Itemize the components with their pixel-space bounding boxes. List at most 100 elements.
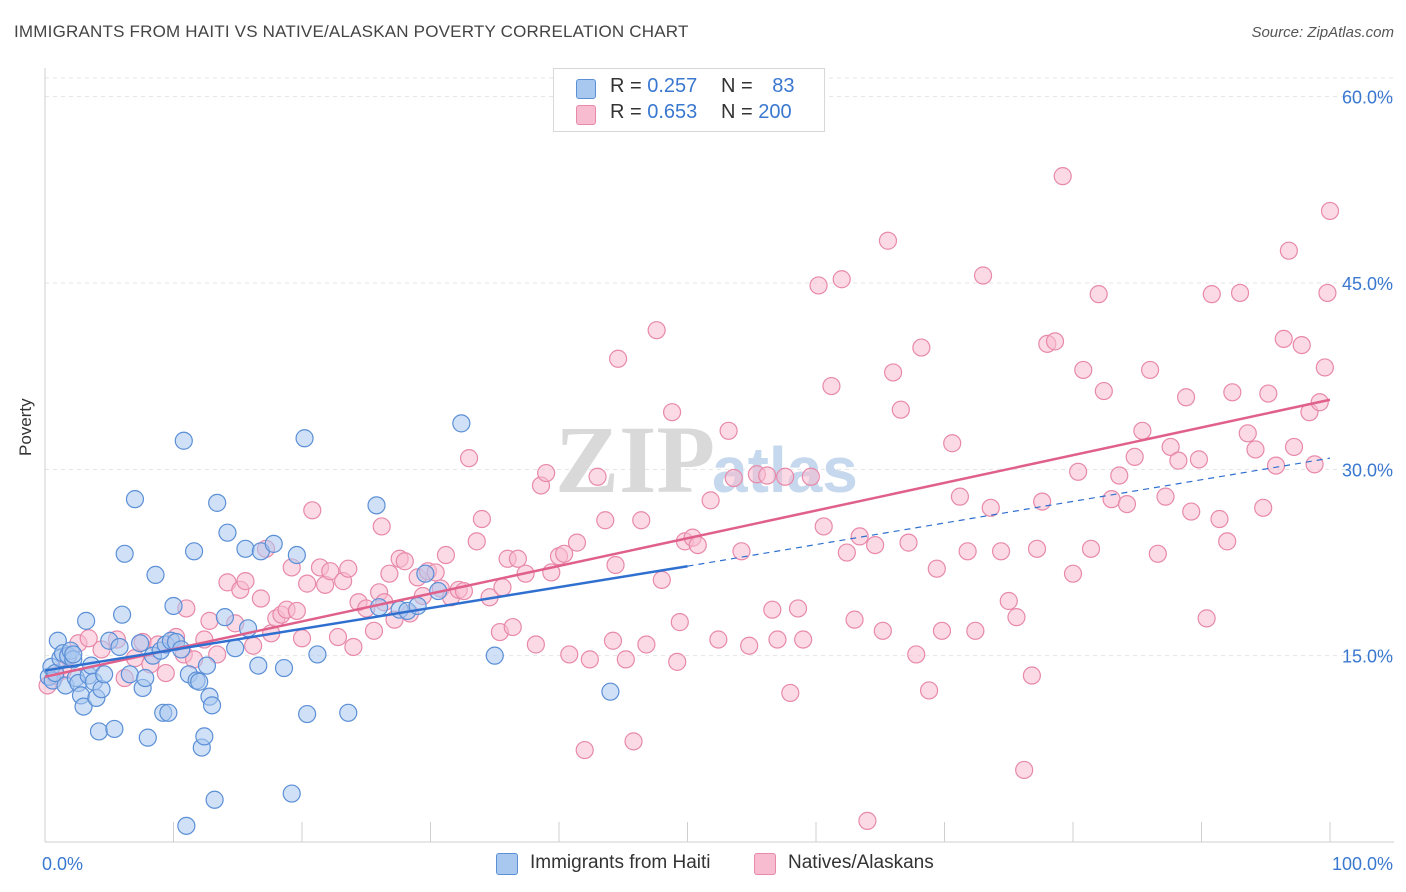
bottom-legend-swatch-natives [754,853,776,875]
natives-point [837,543,856,562]
natives-point [606,555,625,575]
natives-point [878,231,898,250]
legend-n-value-haiti: 83 [772,75,795,97]
natives-point [156,663,175,683]
haiti-point [105,719,124,739]
natives-point [1069,462,1088,481]
natives-point [899,533,918,552]
natives-point [616,650,635,669]
natives-point [1063,564,1083,583]
natives-point [588,467,607,486]
watermark-zip: ZIP [555,406,715,513]
natives-point [637,635,656,654]
haiti-point [159,703,178,722]
natives-point [1148,544,1167,563]
natives-point [1176,388,1196,407]
natives-point [1027,539,1047,558]
natives-point [321,562,340,581]
natives-point [1223,383,1242,402]
natives-point [603,631,623,650]
haiti-point [264,534,283,553]
natives-point [701,491,720,510]
haiti-point [298,704,317,724]
haiti-point [202,696,222,715]
haiti-point [190,672,209,691]
natives-point [344,637,363,657]
natives-point [1094,381,1113,401]
natives-point [999,591,1018,611]
haiti-point [92,680,111,699]
x-tick-label-min: 0.0% [42,854,83,874]
haiti-point [218,523,237,542]
natives-point [339,559,358,578]
natives-point [668,652,687,671]
natives-point [1053,167,1072,186]
x-tick-labels: 0.0% 100.0% [42,854,1393,874]
natives-point [781,683,800,703]
natives-point [688,535,707,555]
natives-point [1230,283,1250,303]
natives-point [436,545,456,565]
natives-point [981,498,1000,517]
haiti-point [205,790,224,809]
natives-point [794,630,813,649]
legend-r-value-haiti: 0.257 [647,75,698,97]
y-axis-label: Poverty [16,398,35,456]
natives-point [1102,490,1121,509]
natives-point [966,621,985,640]
legend-n-label: N = [721,101,753,123]
natives-point [372,517,391,536]
natives-point [1015,760,1034,780]
y-tick-label: 45.0% [1342,274,1393,294]
natives-point [845,610,864,629]
natives-point [459,449,479,468]
haiti-point [125,490,145,509]
natives-point [1045,332,1065,351]
haiti-point [215,608,234,627]
natives-point [801,467,820,486]
natives-point [1254,498,1273,517]
axes [44,68,1394,843]
haiti-point [197,656,217,675]
natives-point [1189,450,1209,469]
bottom-legend-label-natives: Natives/Alaskans [788,852,934,873]
natives-point [467,532,486,551]
legend-swatch-haiti [576,79,596,99]
legend-r-label: R = [610,75,642,97]
natives-point [395,552,414,571]
natives-point [1140,360,1160,380]
natives-point [596,511,615,530]
natives-point [932,621,952,640]
natives-point [624,732,643,751]
natives-point [1315,358,1334,377]
haiti-point [146,565,165,585]
y-tick-label: 15.0% [1342,647,1393,667]
natives-point [973,266,993,285]
natives-point [555,544,574,563]
natives-point [652,570,671,589]
natives-point [1161,437,1180,457]
natives-point [1259,384,1278,403]
natives-point [1169,451,1188,470]
natives-point [303,501,322,520]
natives-point [758,466,777,485]
natives-point [709,630,728,649]
haiti-point [110,637,129,657]
haiti-point [274,658,294,678]
natives-point [537,463,556,483]
haiti-point [112,605,132,624]
haiti-point [601,682,620,701]
natives-point [866,535,885,555]
haiti-point [195,727,214,746]
haiti-point [308,645,327,664]
correlation-legend: R = 0.257 N = 83 R = 0.653 N = 200 [553,68,825,132]
natives-point [1081,539,1101,558]
natives-point [850,527,869,546]
y-tick-labels: 15.0% 30.0% 45.0% 60.0% [1342,88,1393,667]
natives-point [927,559,946,578]
natives-point [907,645,926,664]
natives-point [1133,421,1152,440]
haiti-point [226,639,245,658]
natives-point [1156,487,1175,506]
